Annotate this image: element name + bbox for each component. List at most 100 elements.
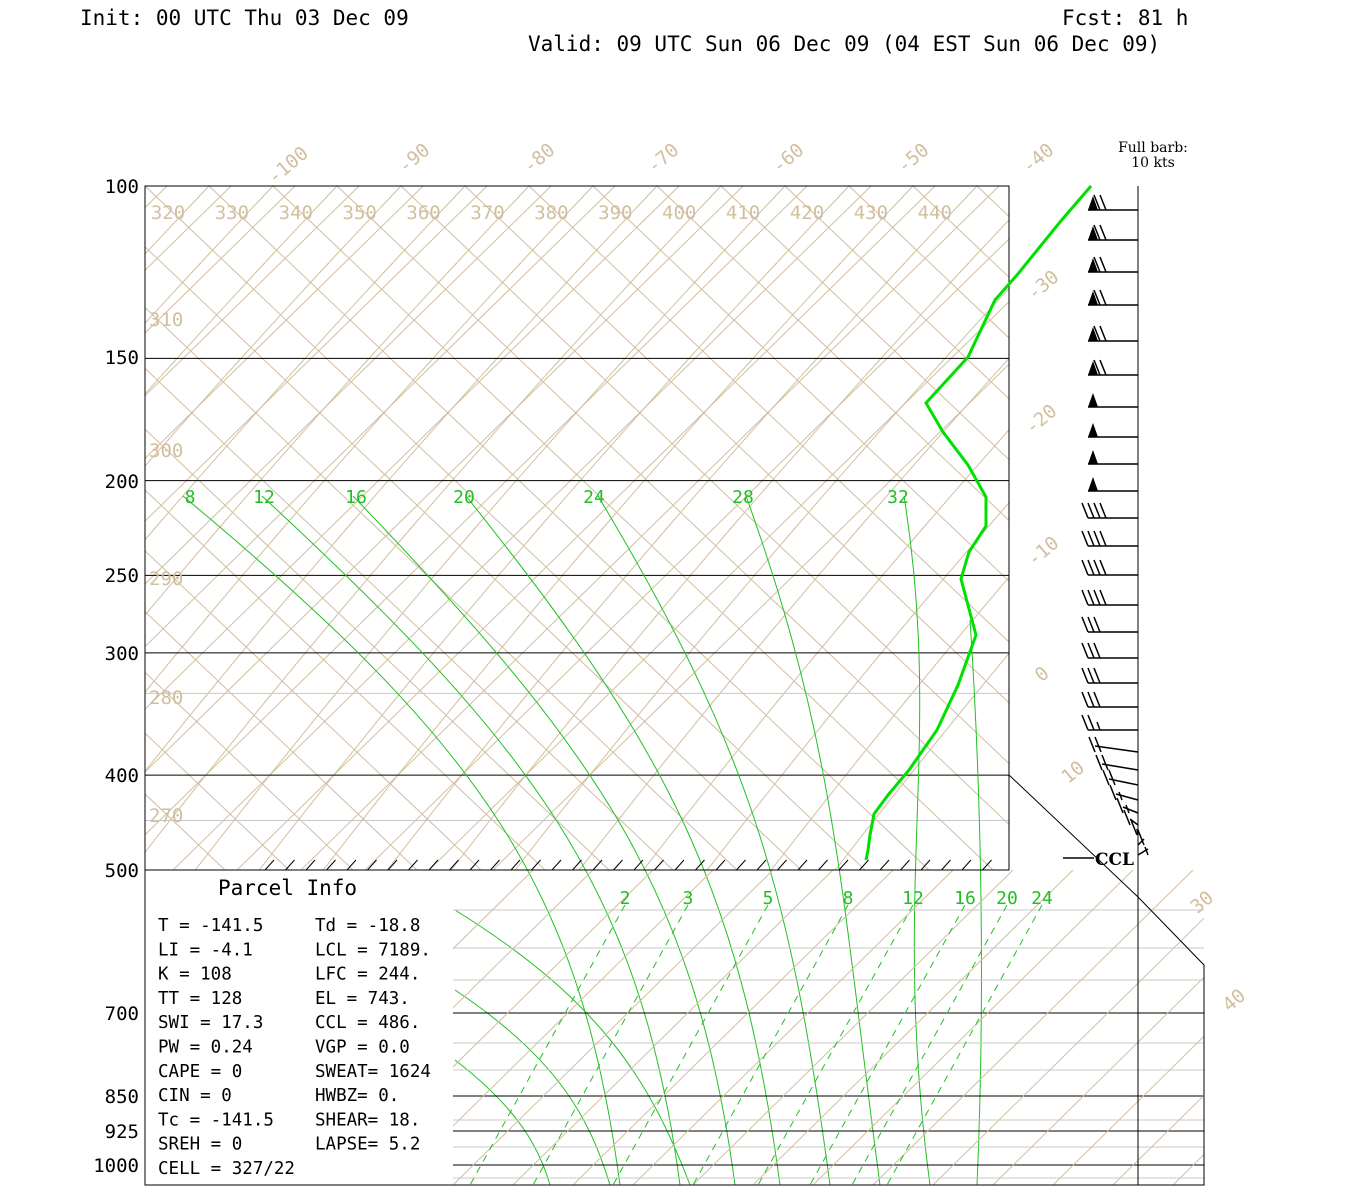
- wind-barb-halfflag: [1118, 791, 1123, 801]
- isotherm-line: [145, 186, 808, 836]
- wind-barb: [1081, 502, 1138, 519]
- wind-barb-pennant: [1088, 423, 1098, 437]
- wind-barb-flag: [1093, 530, 1101, 547]
- wind-barb-flag: [1081, 559, 1089, 576]
- pressure-label: 300: [105, 643, 139, 665]
- moist-adiabat-label: 16: [345, 487, 367, 508]
- wind-barb-flag: [1095, 754, 1103, 771]
- wind-barb-pennant: [1088, 450, 1098, 464]
- wind-barb-flag: [1099, 224, 1107, 241]
- dry-adiabat-line: [145, 186, 466, 541]
- theta-label: 440: [918, 202, 952, 224]
- parcel-info-right: Td = -18.8: [315, 916, 420, 936]
- isotherm-line: [145, 186, 552, 585]
- valid-time: Valid: 09 UTC Sun 06 Dec 09 (04 EST Sun …: [528, 32, 1160, 56]
- init-time: Init: 00 UTC Thu 03 Dec 09: [80, 6, 409, 30]
- wind-barb-pennant: [1088, 226, 1098, 240]
- wind-barb: [1081, 691, 1138, 708]
- moist-adiabats: 8 12 16 20 24 28 32: [182, 487, 982, 1186]
- hatch-mark: [818, 859, 828, 871]
- isotherm-lower-line: [992, 976, 1204, 1185]
- isotherm-line: [145, 610, 418, 870]
- wind-barb-flag: [1081, 691, 1089, 708]
- dry-adiabat-line: [145, 186, 402, 467]
- isotherm-line: [528, 186, 1009, 643]
- moist-adiabat-label: 32: [887, 487, 909, 508]
- wind-barb: [1088, 194, 1138, 211]
- wind-barb-flag: [1087, 616, 1095, 633]
- isotherm-lower-line: [453, 870, 774, 1185]
- wind-barb-flag: [1081, 616, 1089, 633]
- wind-barb-flag: [1116, 797, 1124, 814]
- mixing-ratio-label: 20: [996, 888, 1018, 909]
- wind-barb-flag: [1081, 667, 1089, 684]
- theta-label: 270: [149, 805, 183, 827]
- wind-barb-flag: [1102, 769, 1110, 786]
- isobars: [145, 185, 1009, 871]
- wind-barb: [1088, 393, 1138, 408]
- wind-barb-flag: [1093, 325, 1101, 342]
- wind-barb: [1137, 829, 1145, 846]
- temperature-label: -30: [1023, 266, 1063, 305]
- hatch-mark: [961, 859, 972, 871]
- theta-label: 410: [726, 202, 760, 224]
- wind-barb-staff: [1094, 745, 1139, 753]
- isotherm-line: [272, 186, 994, 870]
- wind-barb-halfflag: [1125, 804, 1130, 814]
- hatch-mark: [756, 859, 767, 871]
- parcel-info-right: EL = 743.: [315, 989, 410, 1009]
- forecast-hour: Fcst: 81 h: [1062, 6, 1188, 30]
- parcel-info-right: SHEAR= 18.: [315, 1110, 420, 1130]
- diagram-frame: [144, 185, 1205, 1186]
- parcel-info-left: PW = 0.24: [158, 1038, 253, 1058]
- wind-barb: [1088, 289, 1138, 306]
- isotherm-line: [145, 186, 424, 460]
- isotherm-line: [656, 186, 1009, 522]
- dry-adiabat-line: [514, 287, 1009, 870]
- barb-legend-units: 10 kts: [1131, 155, 1175, 171]
- moist-adiabat-label: 28: [732, 487, 754, 508]
- moist-adiabat-line: [352, 495, 736, 1186]
- wind-barb-flag: [1099, 359, 1107, 376]
- hatch-mark: [408, 859, 418, 871]
- hatch-mark: [469, 859, 480, 871]
- wind-barb-flag: [1094, 736, 1102, 753]
- isotherm-line: [208, 186, 930, 870]
- dry-adiabat-line: [706, 501, 1009, 870]
- isotherm-line: [364, 238, 1009, 870]
- wind-barb: [1109, 784, 1139, 801]
- wind-barb-flag: [1087, 691, 1095, 708]
- isotherm-line: [336, 186, 1009, 826]
- hatch-mark: [695, 859, 705, 871]
- theta-label: 420: [790, 202, 824, 224]
- parcel-info-left: LI = -4.1: [158, 940, 253, 960]
- theta-label: 290: [149, 568, 183, 590]
- wind-barb: [1102, 769, 1139, 786]
- dry-adiabat-line: [145, 186, 658, 772]
- parcel-info-left: TT = 128: [158, 989, 242, 1009]
- mixing-ratio-line: [851, 904, 1008, 1185]
- isotherm-line: [145, 186, 168, 209]
- dry-adiabat-line: [386, 186, 978, 870]
- hatch-mark: [900, 859, 910, 871]
- wind-barb-flag: [1093, 642, 1101, 659]
- isotherm-line: [464, 186, 1009, 704]
- wind-barb-flag: [1087, 502, 1095, 519]
- wind-barb: [1088, 224, 1138, 241]
- dry-adiabat-line: [770, 576, 1009, 870]
- theta-label: 280: [149, 687, 183, 709]
- wind-barb-flag: [1099, 194, 1107, 211]
- moist-adiabat-line: [454, 909, 691, 1186]
- temperature-label: 40: [1218, 985, 1250, 1017]
- isotherm-line: [172, 186, 872, 870]
- dry-adiabat-line: [322, 186, 914, 870]
- wind-barb-staff: [1122, 806, 1139, 814]
- isotherm-line: [145, 186, 680, 711]
- mixing-ratio-label: 12: [902, 888, 924, 909]
- lower-panel-grid: [453, 870, 1204, 1185]
- wind-barb-flag: [1081, 642, 1089, 659]
- hatch-mark: [449, 859, 459, 871]
- parcel-info-left: CAPE = 0: [158, 1062, 242, 1082]
- pressure-label: 700: [105, 1003, 139, 1025]
- isotherm-line: [428, 300, 1009, 870]
